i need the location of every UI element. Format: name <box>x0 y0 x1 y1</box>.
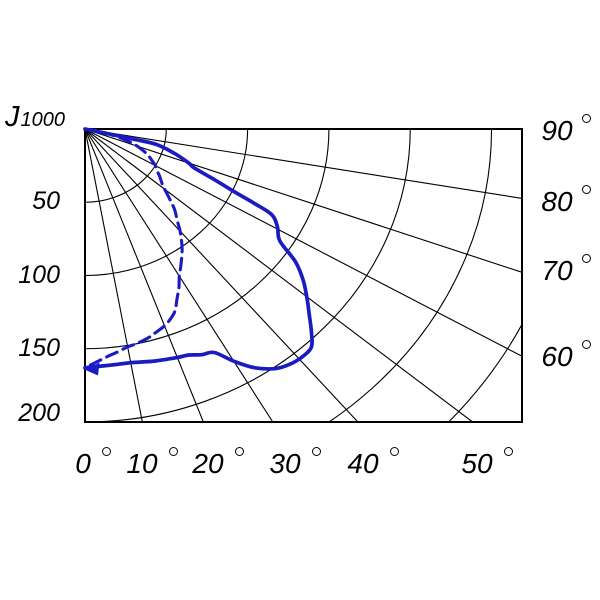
gamma-line-70 <box>85 129 522 273</box>
curve-end-arrow-icon <box>85 362 100 376</box>
angle-tick-label-0deg-text: 0 <box>75 448 91 479</box>
angle-tick-label-70deg-text: 70 <box>541 255 573 286</box>
angle-tick-label-10deg: 10 <box>122 447 182 479</box>
solid-curve <box>83 127 314 371</box>
gamma-line-40 <box>85 129 359 422</box>
intensity-ring-150 <box>85 129 330 350</box>
intensity-tick-label-100: 100 <box>2 260 60 289</box>
angle-tick-label-80deg: 80 <box>540 185 592 217</box>
intensity-symbol: J <box>5 101 20 133</box>
degree-symbol-icon <box>581 340 591 349</box>
degree-symbol-icon <box>168 447 178 456</box>
intensity-tick-label-100-text: 100 <box>18 260 60 289</box>
dashed-curve <box>83 127 184 370</box>
degree-symbol-icon <box>581 114 591 123</box>
angle-tick-label-90deg-text: 90 <box>541 115 573 146</box>
angle-tick-label-30deg-text: 30 <box>269 448 301 479</box>
angle-tick-label-20deg-text: 20 <box>192 448 224 479</box>
intensity-tick-label-200-text: 200 <box>18 399 60 427</box>
intensity-tick-label-150: 150 <box>2 333 60 362</box>
angle-tick-label-50deg-text: 50 <box>461 448 493 479</box>
angle-tick-label-70deg: 70 <box>540 254 592 286</box>
degree-symbol-icon <box>503 447 513 456</box>
degree-symbol-icon <box>311 447 321 456</box>
intensity-symbol-subscript: 1000 <box>20 109 66 131</box>
angle-tick-label-60deg-text: 60 <box>541 341 573 372</box>
angle-tick-label-20deg: 20 <box>188 447 248 479</box>
angle-tick-label-40deg-text: 40 <box>347 448 379 479</box>
angle-tick-label-10deg-text: 10 <box>126 448 158 479</box>
angle-tick-label-90deg: 90 <box>540 114 592 146</box>
angle-tick-label-50deg: 50 <box>457 447 517 479</box>
degree-symbol-icon <box>581 185 591 194</box>
gamma-line-10 <box>85 129 143 422</box>
degree-symbol-icon <box>389 447 399 456</box>
gamma-line-50 <box>85 129 473 422</box>
angle-tick-label-40deg: 40 <box>343 447 403 479</box>
angle-tick-label-80deg-text: 80 <box>541 186 573 217</box>
angle-tick-label-30deg: 30 <box>265 447 325 479</box>
angle-tick-label-60deg: 60 <box>540 340 592 372</box>
degree-symbol-icon <box>234 447 244 456</box>
gamma-line-80 <box>85 129 522 199</box>
degree-symbol-icon <box>581 254 591 263</box>
gamma-line-20 <box>85 129 204 422</box>
intensity-tick-label-200: 200 <box>2 401 60 426</box>
intensity-tick-label-150-text: 150 <box>18 333 60 362</box>
intensity-ring-200 <box>85 129 411 422</box>
degree-symbol-icon <box>101 447 111 456</box>
angle-tick-label-0deg: 0 <box>63 447 123 479</box>
intensity-axis-title: J 1000 <box>5 101 65 134</box>
intensity-ring-250 <box>327 129 492 422</box>
intensity-tick-label-50: 50 <box>2 189 60 214</box>
plot-border <box>84 128 523 423</box>
gamma-line-60 <box>85 129 522 357</box>
intensity-tick-label-50-text: 50 <box>32 187 60 215</box>
